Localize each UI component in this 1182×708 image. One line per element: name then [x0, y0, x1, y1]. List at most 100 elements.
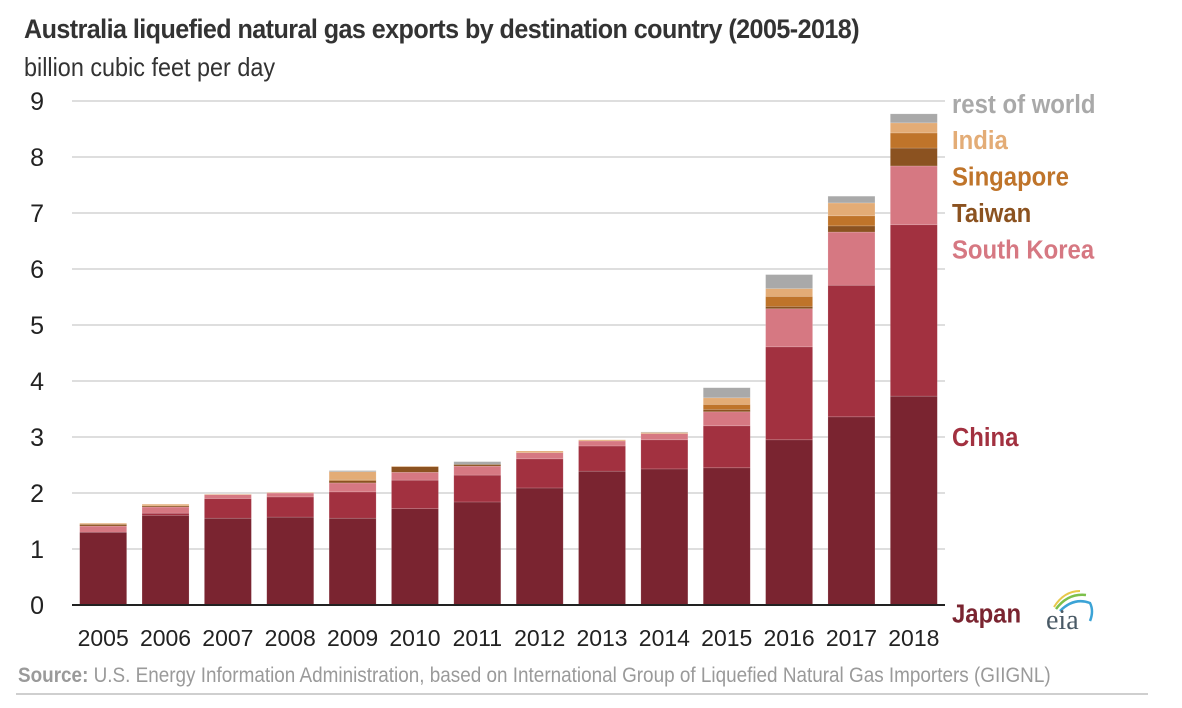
- x-tick-label: 2015: [701, 625, 752, 651]
- bar-segment-rest-of-world: [765, 274, 813, 289]
- bar-segment-china: [890, 224, 938, 397]
- bar-segment-japan: [141, 515, 190, 606]
- bar-segment-japan: [391, 508, 439, 606]
- bar-stack-2014: [640, 431, 689, 606]
- bar-segment-taiwan: [328, 480, 377, 484]
- bar-segment-japan: [328, 517, 377, 606]
- bar-stack-2009: [328, 470, 377, 606]
- bar-segment-singapore: [827, 215, 876, 227]
- bar-segment-china: [702, 425, 751, 469]
- bar-segment-south-korea: [79, 525, 127, 533]
- legend-label-singapore: Singapore: [952, 163, 1069, 192]
- x-tick-label: 2011: [453, 625, 502, 651]
- x-tick-label: 2009: [327, 625, 378, 651]
- bar-segment-china: [204, 498, 252, 519]
- chart-subtitle: billion cubic feet per day: [24, 52, 276, 82]
- y-tick-label: 7: [30, 200, 44, 228]
- source-label: Source:: [18, 664, 89, 687]
- eia-logo: eia: [1040, 585, 1100, 636]
- bar-segment-taiwan: [391, 466, 439, 473]
- x-tick-label: 2010: [389, 625, 440, 651]
- bar-segment-south-korea: [515, 452, 564, 460]
- bar-segment-south-korea: [702, 411, 751, 427]
- bar-segment-china: [827, 284, 876, 418]
- bar-stack-2010: [391, 465, 439, 606]
- legend-label-japan: Japan: [952, 600, 1021, 629]
- x-axis-ticks: 2005 2006 2007 2008 2009 2010 2011 2012 2013 2014…: [78, 625, 940, 651]
- source-divider: [16, 693, 1148, 695]
- bar-stack-2013: [578, 439, 626, 606]
- bar-segment-india: [266, 492, 315, 494]
- bar-segment-china: [640, 439, 689, 470]
- logo-text: eia: [1046, 605, 1079, 635]
- bar-stack-2018: [890, 113, 938, 606]
- bar-segment-rest-of-world: [827, 195, 876, 204]
- bar-segment-india: [328, 471, 377, 480]
- bar-segment-china: [765, 346, 813, 441]
- bar-stack-2015: [702, 387, 751, 606]
- legend-label-taiwan: Taiwan: [952, 199, 1031, 228]
- bar-segment-india: [765, 288, 813, 297]
- bar-segment-taiwan: [827, 225, 876, 233]
- bar-segment-china: [453, 474, 502, 503]
- bar-segment-japan: [79, 531, 127, 606]
- bar-segment-japan: [827, 416, 876, 606]
- bar-segment-south-korea: [827, 231, 876, 286]
- bar-segment-india: [141, 503, 190, 507]
- y-tick-label: 9: [30, 88, 44, 116]
- source-text: U.S. Energy Information Administration, …: [88, 664, 1051, 687]
- bar-segment-india: [890, 122, 938, 134]
- legend-label-rest-of-world: rest of world: [952, 90, 1095, 119]
- bar-segment-singapore: [702, 404, 751, 410]
- y-tick-label: 6: [30, 256, 44, 284]
- source-note: Source: U.S. Energy Information Administ…: [18, 664, 1051, 688]
- bar-segment-south-korea: [765, 308, 813, 348]
- y-tick-label: 0: [30, 592, 44, 620]
- x-tick-label: 2013: [576, 625, 627, 651]
- bar-segment-taiwan: [702, 409, 751, 413]
- gridlines: [72, 100, 945, 550]
- bar-segment-rest-of-world: [890, 113, 938, 124]
- bar-segment-india: [515, 450, 564, 453]
- x-tick-label: 2006: [140, 625, 191, 651]
- bar-segment-japan: [453, 501, 502, 606]
- bar-segment-japan: [890, 395, 938, 606]
- bar-segment-singapore: [765, 296, 813, 307]
- legend-label-china: China: [952, 423, 1019, 452]
- bar-segment-south-korea: [266, 492, 315, 498]
- bar-segment-india: [578, 439, 626, 442]
- bar-segment-taiwan: [765, 306, 813, 310]
- bar-segment-china: [391, 479, 439, 509]
- bar-stack-2011: [453, 461, 502, 606]
- bar-segment-india: [204, 493, 252, 495]
- y-tick-label: 1: [30, 536, 44, 564]
- bar-segment-south-korea: [141, 506, 190, 514]
- bar-segment-south-korea: [391, 471, 439, 481]
- legend-label-india: India: [952, 126, 1009, 155]
- bar-stack-2006: [141, 503, 190, 606]
- bar-stack-2017: [827, 195, 876, 606]
- y-tick-label: 2: [30, 480, 44, 508]
- legend: rest of world India Singapore Taiwan South K…: [952, 90, 1095, 629]
- x-tick-label: 2012: [514, 625, 565, 651]
- bar-segment-south-korea: [640, 433, 689, 441]
- y-tick-label: 4: [30, 368, 44, 396]
- bar-segment-japan: [266, 516, 315, 606]
- y-tick-label: 8: [30, 144, 44, 172]
- bar-segment-japan: [765, 439, 813, 606]
- bar-segment-china: [141, 512, 190, 516]
- x-tick-label: 2016: [764, 625, 815, 651]
- bar-segment-japan: [702, 467, 751, 606]
- bar-segment-japan: [204, 517, 252, 606]
- bar-segment-rest-of-world: [702, 387, 751, 399]
- bar-segment-india: [391, 465, 439, 467]
- bar-segment-rest-of-world: [328, 470, 377, 473]
- bar-segment-india: [79, 522, 127, 525]
- y-tick-label: 3: [30, 424, 44, 452]
- bar-segment-singapore: [890, 132, 938, 149]
- bar-segment-south-korea: [890, 165, 938, 226]
- x-tick-label: 2017: [826, 625, 877, 651]
- x-tick-label: 2005: [78, 625, 129, 651]
- bar-segment-japan: [578, 470, 626, 606]
